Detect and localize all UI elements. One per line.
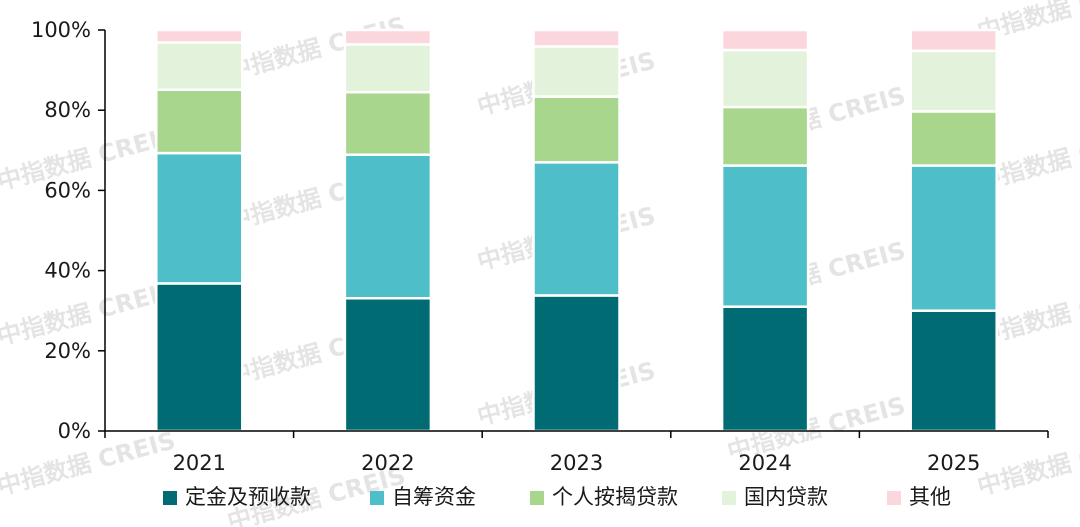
legend: 定金及预收款 自筹资金 个人按揭贷款 国内贷款 其他	[163, 485, 951, 509]
legend-swatch	[887, 491, 901, 505]
y-tick-label: 0%	[58, 419, 91, 443]
x-tick-label: 2024	[738, 451, 791, 475]
bar-segment-2021-1	[155, 282, 244, 433]
x-tick-label: 2021	[173, 451, 226, 475]
bar-segment-2025-4	[909, 49, 998, 113]
legend-label: 定金及预收款	[185, 485, 311, 509]
axes-layer: 0% 20% 40% 60% 80% 100% 2021 2022 2023 2024 2025	[31, 18, 1049, 475]
bar-segment-2024-2	[720, 164, 810, 308]
bar-segment-2023-1	[532, 294, 621, 433]
bar-segment-2024-5	[720, 28, 810, 52]
bar-segment-2024-4	[720, 48, 810, 109]
bar-segment-2023-2	[532, 161, 621, 297]
bar-segment-2025-5	[909, 28, 998, 53]
bar-segment-2022-5	[343, 28, 433, 46]
legend-swatch	[370, 491, 384, 505]
bar-segment-2021-2	[155, 151, 244, 285]
y-tick-label: 40%	[44, 259, 91, 283]
bar-segment-2025-2	[909, 164, 998, 312]
x-tick-label: 2025	[927, 451, 980, 475]
x-tick-label: 2022	[361, 451, 414, 475]
legend-label: 个人按揭贷款	[552, 485, 678, 509]
bar-segment-2024-3	[720, 105, 810, 167]
bar-segment-2022-3	[343, 90, 433, 156]
bar-segment-2023-4	[532, 45, 621, 98]
y-tick-label: 80%	[44, 98, 91, 122]
bar-segment-2022-1	[343, 297, 433, 433]
bar-segment-2021-3	[155, 88, 244, 155]
legend-swatch	[163, 491, 177, 505]
y-tick-label: 20%	[44, 339, 91, 363]
y-tick-label: 100%	[31, 18, 91, 42]
legend-label: 其他	[909, 485, 951, 509]
bar-segment-2024-1	[720, 305, 810, 433]
y-tick-label: 60%	[44, 178, 91, 202]
legend-label: 国内贷款	[744, 485, 828, 509]
bar-segment-2021-4	[155, 41, 244, 91]
legend-swatch	[722, 491, 736, 505]
legend-label: 自筹资金	[392, 485, 476, 509]
x-tick-label: 2023	[550, 451, 603, 475]
bars-layer	[155, 28, 998, 433]
bar-segment-2025-1	[909, 309, 998, 433]
bar-segment-2023-3	[532, 95, 621, 164]
bar-segment-2022-2	[343, 153, 433, 300]
bar-segment-2021-5	[155, 28, 244, 44]
bar-segment-2022-4	[343, 43, 433, 94]
bar-segment-2023-5	[532, 28, 621, 48]
legend-swatch	[530, 491, 544, 505]
bar-segment-2025-3	[909, 110, 998, 167]
watermark-text: 中指数据 CREIS	[974, 426, 1080, 500]
